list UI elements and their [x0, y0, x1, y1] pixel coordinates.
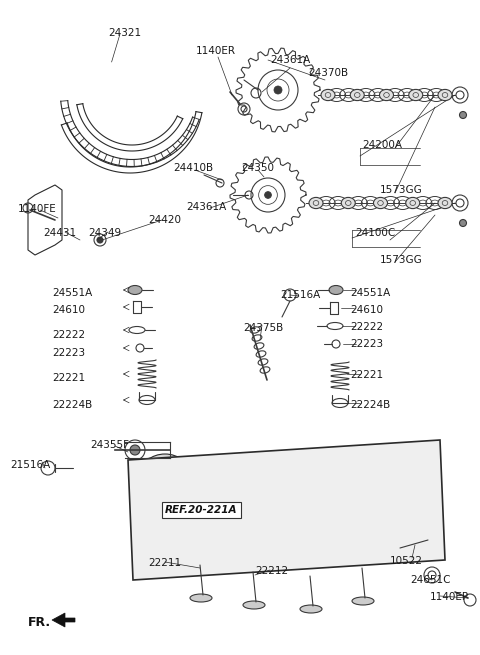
Text: 24349: 24349 [88, 228, 121, 238]
Ellipse shape [350, 463, 400, 505]
Ellipse shape [155, 515, 185, 539]
Text: 21516A: 21516A [280, 290, 320, 300]
Text: 1140EP: 1140EP [430, 592, 469, 602]
Ellipse shape [225, 518, 255, 542]
Text: 24350: 24350 [241, 163, 274, 173]
Polygon shape [128, 440, 445, 580]
Text: 1140ER: 1140ER [196, 46, 236, 56]
Ellipse shape [350, 89, 364, 101]
Ellipse shape [406, 197, 420, 208]
Text: 22223: 22223 [52, 348, 85, 358]
Ellipse shape [352, 597, 374, 605]
Circle shape [130, 445, 140, 455]
Ellipse shape [295, 521, 325, 545]
Text: 24100C: 24100C [355, 228, 395, 238]
Ellipse shape [329, 286, 343, 295]
Ellipse shape [190, 594, 212, 602]
Ellipse shape [373, 197, 387, 208]
Ellipse shape [438, 89, 452, 101]
Text: 24361A: 24361A [270, 55, 310, 65]
Text: 24431: 24431 [43, 228, 76, 238]
Ellipse shape [360, 472, 390, 496]
Text: 24551A: 24551A [52, 288, 92, 298]
Ellipse shape [140, 454, 190, 496]
Ellipse shape [341, 197, 355, 208]
Ellipse shape [300, 605, 322, 613]
Text: 22223: 22223 [350, 339, 383, 349]
Text: 24610: 24610 [52, 305, 85, 315]
Ellipse shape [365, 524, 395, 548]
Text: 22222: 22222 [350, 322, 383, 332]
Ellipse shape [215, 509, 265, 551]
Ellipse shape [150, 463, 180, 487]
Circle shape [459, 111, 467, 119]
Ellipse shape [210, 457, 260, 499]
Text: 22224B: 22224B [52, 400, 92, 410]
Ellipse shape [321, 89, 335, 101]
Circle shape [274, 86, 282, 94]
Text: 1573GG: 1573GG [380, 255, 423, 265]
Text: 24551A: 24551A [350, 288, 390, 298]
Circle shape [264, 192, 271, 198]
Text: 24361A: 24361A [186, 202, 226, 212]
Text: 22212: 22212 [255, 566, 288, 576]
FancyBboxPatch shape [403, 533, 437, 557]
Text: 24410B: 24410B [173, 163, 213, 173]
Text: 21516A: 21516A [10, 460, 50, 470]
Text: 24355F: 24355F [90, 440, 129, 450]
Text: 24200A: 24200A [362, 140, 402, 150]
Text: 22221: 22221 [52, 373, 85, 383]
Ellipse shape [355, 515, 405, 557]
Circle shape [459, 219, 467, 227]
Ellipse shape [380, 89, 394, 101]
Text: 24651C: 24651C [410, 575, 451, 585]
Ellipse shape [409, 89, 423, 101]
Ellipse shape [128, 286, 142, 295]
Ellipse shape [285, 512, 335, 554]
Text: FR.: FR. [28, 616, 51, 629]
Ellipse shape [438, 197, 452, 208]
Text: 22211: 22211 [148, 558, 181, 568]
Text: 24375B: 24375B [243, 323, 283, 333]
Text: 24370B: 24370B [308, 68, 348, 78]
Text: REF.20-221A: REF.20-221A [165, 505, 238, 515]
Polygon shape [52, 613, 75, 627]
Text: 24321: 24321 [108, 28, 141, 38]
Ellipse shape [145, 506, 195, 548]
Text: 1573GG: 1573GG [380, 185, 423, 195]
Circle shape [97, 237, 103, 243]
Text: 22221: 22221 [350, 370, 383, 380]
Text: 24610: 24610 [350, 305, 383, 315]
Ellipse shape [243, 601, 265, 609]
Text: 24420: 24420 [148, 215, 181, 225]
Ellipse shape [280, 460, 330, 502]
Ellipse shape [290, 469, 320, 493]
Text: 10522: 10522 [390, 556, 423, 566]
Text: 22224B: 22224B [350, 400, 390, 410]
Ellipse shape [309, 197, 323, 208]
Ellipse shape [220, 466, 250, 490]
Text: 22222: 22222 [52, 330, 85, 340]
Text: 1140FE: 1140FE [18, 204, 57, 214]
